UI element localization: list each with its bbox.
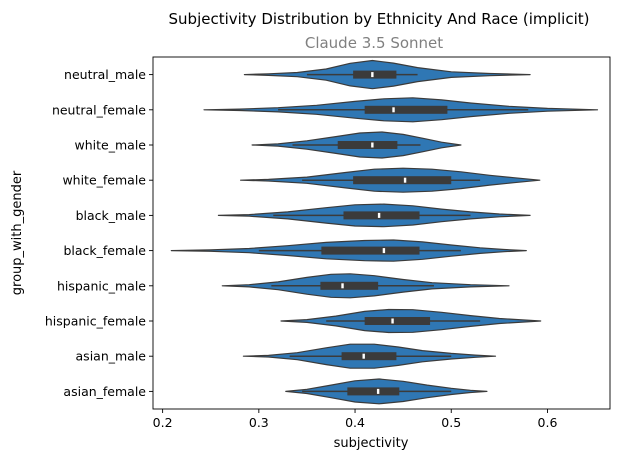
iqr-box-black_female xyxy=(321,246,420,255)
iqr-box-black_male xyxy=(343,211,420,220)
median-white_male xyxy=(371,142,374,148)
median-asian_female xyxy=(376,388,380,394)
y-tick-label: neutral_female xyxy=(52,102,146,117)
x-tick-label: 0.3 xyxy=(249,415,269,430)
x-tick-label: 0.2 xyxy=(153,415,173,430)
iqr-box-asian_female xyxy=(347,387,400,396)
plot-frame xyxy=(152,56,611,410)
chart-title: Subjectivity Distribution by Ethnicity A… xyxy=(169,10,590,28)
median-neutral_male xyxy=(371,72,374,78)
median-black_female xyxy=(382,248,386,254)
median-black_male xyxy=(377,212,381,218)
y-tick-label: neutral_male xyxy=(64,67,146,82)
median-hispanic_male xyxy=(341,283,344,289)
y-axis-label: group_with_gender xyxy=(10,170,25,295)
x-tick-label: 0.6 xyxy=(538,415,558,430)
iqr-box-neutral_male xyxy=(353,70,397,79)
iqr-box-asian_male xyxy=(341,352,397,361)
iqr-box-white_female xyxy=(353,176,452,185)
chart-subtitle: Claude 3.5 Sonnet xyxy=(305,34,443,52)
x-axis-label: subjectivity xyxy=(334,436,409,451)
y-tick-label: white_female xyxy=(62,173,146,188)
median-asian_male xyxy=(362,353,365,359)
iqr-box-white_male xyxy=(337,141,398,149)
x-tick-label: 0.5 xyxy=(441,415,461,430)
plot-area: 0.2 0.3 0.4 0.5 0.6 neutral_male neutral_femal… xyxy=(45,56,611,430)
x-tick-label: 0.4 xyxy=(345,415,365,430)
median-neutral_female xyxy=(392,107,395,113)
y-tick-label: asian_male xyxy=(76,349,147,364)
y-tick-label: hispanic_male xyxy=(57,278,146,293)
median-hispanic_female xyxy=(391,318,394,324)
y-tick-label: asian_female xyxy=(63,384,146,399)
iqr-box-hispanic_female xyxy=(364,317,431,325)
y-tick-label: hispanic_female xyxy=(45,314,146,329)
iqr-box-hispanic_male xyxy=(320,281,379,290)
iqr-box-neutral_female xyxy=(364,105,448,114)
y-tick-label: black_male xyxy=(76,208,147,223)
y-tick-label: white_male xyxy=(75,138,147,153)
median-white_female xyxy=(403,177,407,183)
y-tick-label: black_female xyxy=(63,243,146,258)
